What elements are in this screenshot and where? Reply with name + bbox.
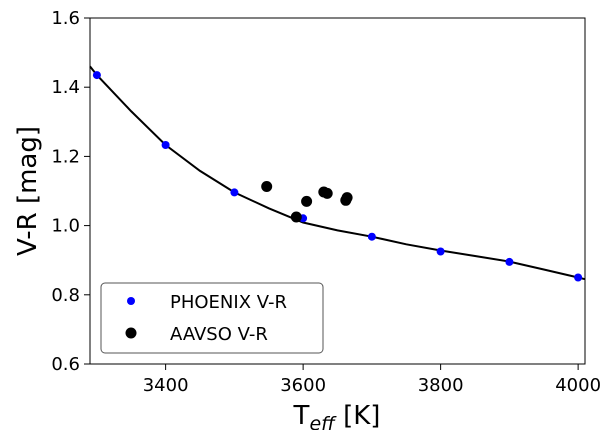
plot-area: [89, 65, 586, 282]
phoenix-point: [230, 188, 239, 197]
aavso-point: [341, 192, 353, 204]
x-axis-ticks: 3400 3600 3800 4000: [143, 364, 601, 396]
aavso-point: [301, 195, 313, 207]
y-axis-label: V-R [mag]: [13, 126, 43, 256]
x-axis-label-subscript: eff: [309, 413, 337, 430]
phoenix-point: [505, 257, 514, 266]
x-axis-label: Teff [K]: [293, 401, 381, 430]
model-curve-line: [89, 65, 586, 281]
data-points: [92, 71, 583, 282]
y-tick-label: 1.4: [51, 77, 80, 98]
x-tick-label: 3600: [280, 375, 326, 396]
x-axis-label-main: T: [293, 401, 310, 430]
aavso-point: [321, 187, 333, 199]
y-tick-label: 1.2: [51, 146, 80, 167]
phoenix-point: [367, 232, 376, 241]
legend: PHOENIX V-R AAVSO V-R: [100, 282, 324, 354]
legend-marker-phoenix: [127, 297, 135, 305]
phoenix-point: [574, 273, 583, 282]
legend-label-phoenix: PHOENIX V-R: [170, 292, 287, 313]
y-tick-label: 0.8: [51, 285, 80, 306]
x-tick-label: 3400: [143, 375, 189, 396]
aavso-point: [290, 211, 302, 223]
aavso-point: [261, 181, 273, 192]
plot-frame: [89, 17, 586, 365]
phoenix-point: [436, 247, 445, 256]
phoenix-point: [161, 141, 170, 149]
legend-box: [100, 282, 324, 354]
y-axis-ticks: 0.6 0.8 1.0 1.2 1.4 1.6: [51, 8, 90, 375]
y-tick-label: 1.0: [51, 216, 80, 237]
y-tick-label: 0.6: [51, 354, 80, 375]
x-axis-label-unit: [K]: [335, 401, 381, 430]
x-tick-label: 3800: [418, 375, 464, 396]
y-tick-label: 1.6: [51, 8, 80, 29]
x-tick-label: 4000: [555, 375, 601, 396]
legend-marker-aavso: [125, 327, 137, 339]
phoenix-point: [92, 71, 101, 80]
legend-label-aavso: AAVSO V-R: [170, 324, 268, 345]
